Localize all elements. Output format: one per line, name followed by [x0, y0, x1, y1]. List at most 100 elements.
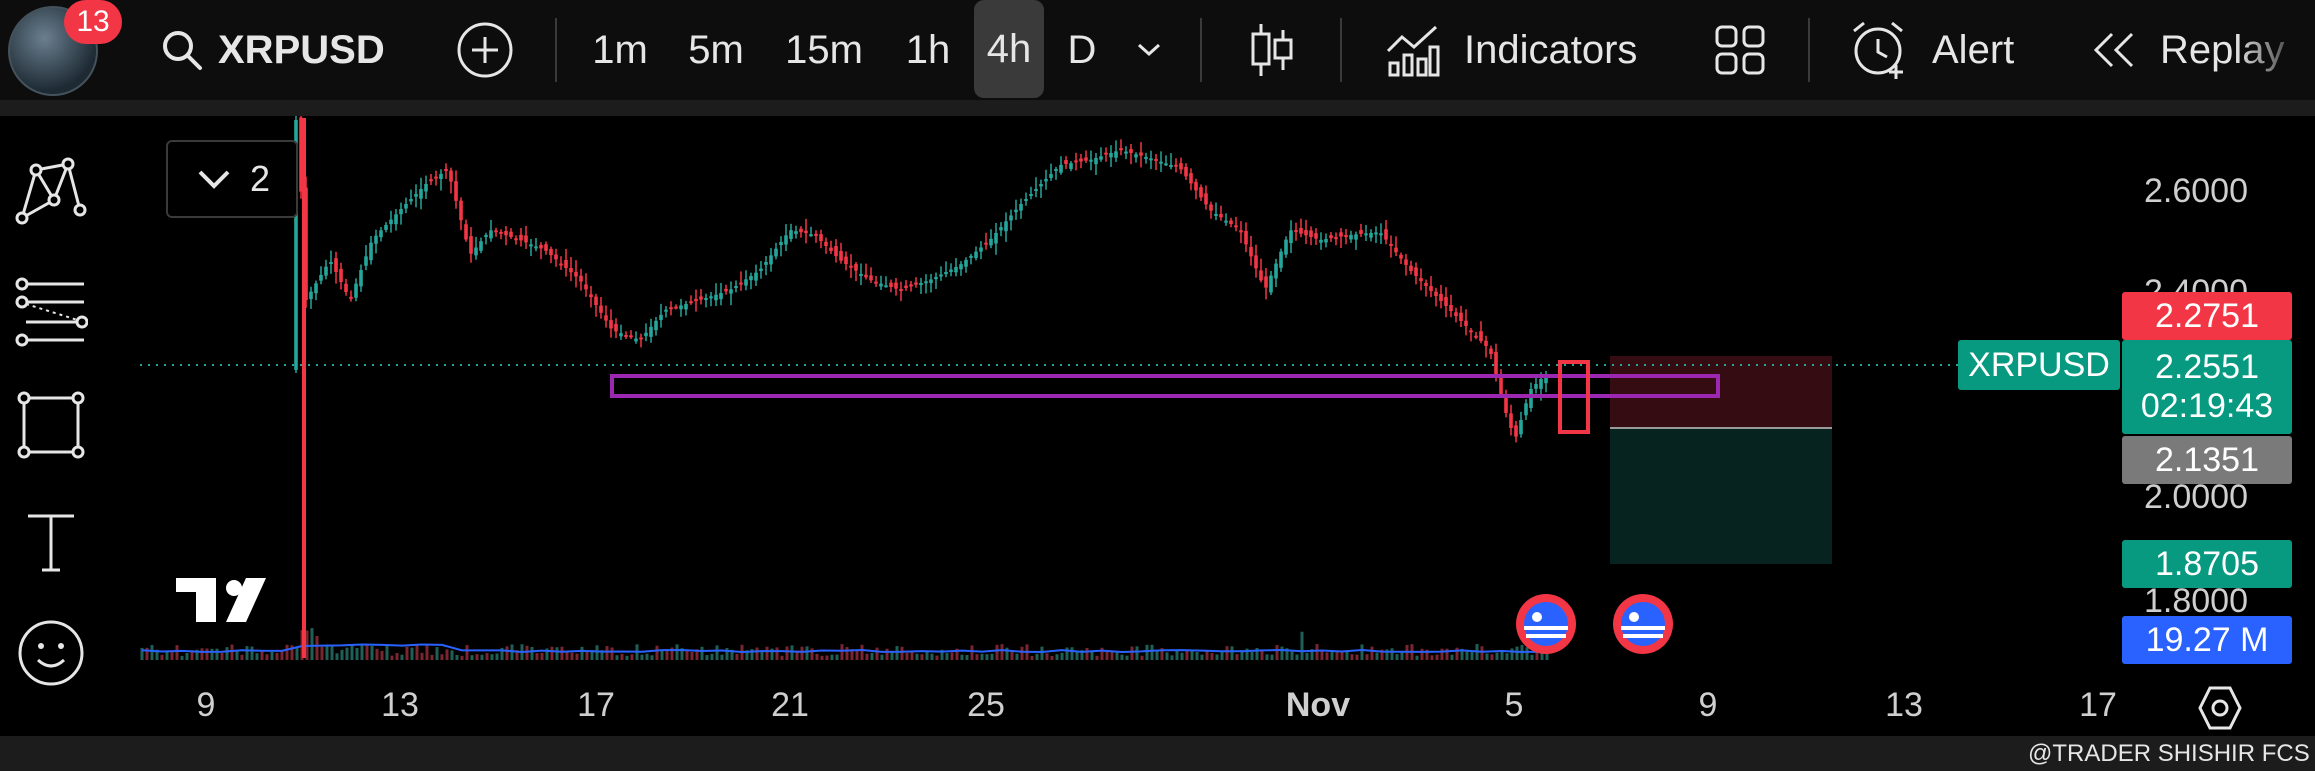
volume-bar — [1350, 654, 1354, 660]
candle-body — [1069, 163, 1073, 169]
volume-bar — [590, 649, 594, 660]
timeframe-4h[interactable]: 4h — [974, 0, 1044, 98]
fib-tool-button[interactable] — [14, 274, 89, 348]
volume-bar — [735, 653, 739, 660]
pattern-tool-button[interactable] — [14, 156, 88, 230]
timeframe-1m[interactable]: 1m — [592, 27, 648, 72]
timeframe-1h[interactable]: 1h — [905, 27, 951, 72]
volume-bar — [645, 653, 649, 660]
candle-body — [309, 291, 313, 300]
candle-body — [1454, 312, 1458, 316]
volume-bar — [410, 647, 414, 660]
shape-tool-button[interactable] — [14, 388, 88, 462]
volume-bar — [1085, 647, 1089, 660]
candle-body — [1444, 296, 1448, 306]
candle-body — [939, 274, 943, 277]
candle-body — [509, 231, 513, 237]
volume-bar — [1205, 649, 1209, 660]
icon-tool-button[interactable] — [14, 616, 88, 690]
volume-bar — [195, 649, 199, 660]
volume-bar — [425, 644, 429, 660]
time-axis-label: 17 — [577, 686, 615, 724]
layouts-button[interactable] — [1712, 0, 1768, 100]
candle-body — [1379, 233, 1383, 236]
support-zone-rectangle[interactable] — [610, 374, 1720, 398]
volume-bar — [190, 650, 194, 660]
us-event-flag-2[interactable] — [1613, 594, 1673, 654]
volume-bar — [280, 650, 284, 660]
candle-body — [1074, 160, 1078, 163]
volume-bar — [1070, 647, 1074, 660]
symbol-price-label[interactable]: XRPUSD — [1958, 340, 2120, 390]
candle-body — [539, 244, 543, 249]
candle-body — [564, 259, 568, 268]
candle-body — [1529, 389, 1533, 408]
volume-bar — [755, 647, 759, 660]
price-chart[interactable] — [138, 116, 2315, 736]
candle-body — [959, 264, 963, 270]
price-level-label: 2.6000 — [2144, 172, 2248, 210]
volume-bar — [955, 648, 959, 660]
time-axis-label: 21 — [771, 686, 809, 724]
candle-body — [1179, 163, 1183, 170]
timeframe-15m[interactable]: 15m — [785, 27, 863, 72]
candle-body — [739, 282, 743, 285]
candle-body — [1499, 373, 1503, 394]
candle-body — [1094, 158, 1098, 165]
highlight-rectangle[interactable] — [1558, 360, 1590, 434]
us-event-flag-1[interactable] — [1516, 594, 1576, 654]
timeframe-d[interactable]: D — [1067, 27, 1097, 72]
alert-button[interactable]: Alert — [1848, 0, 2028, 100]
candle-body — [1319, 239, 1323, 243]
candle-body — [1089, 159, 1093, 162]
text-icon — [28, 514, 74, 572]
timeframe-5m[interactable]: 5m — [688, 27, 744, 72]
compare-symbol-button[interactable] — [452, 0, 518, 100]
candle-body — [639, 337, 643, 340]
volume-bar — [650, 655, 654, 660]
indicators-label: Indicators — [1464, 27, 1638, 72]
volume-bar — [815, 653, 819, 660]
volume-bar — [505, 646, 509, 660]
candle-body — [794, 231, 798, 235]
volume-bar — [420, 652, 424, 660]
volume-bar — [1030, 655, 1034, 660]
candle-body — [899, 288, 903, 291]
text-tool-button[interactable] — [14, 504, 88, 578]
volume-bar — [1400, 652, 1404, 660]
toolbar-divider-strip — [0, 100, 2315, 116]
volume-bar — [325, 644, 329, 660]
volume-bar — [1390, 648, 1394, 660]
candle-body — [949, 269, 953, 272]
symbol-search-button[interactable]: XRPUSD — [160, 0, 400, 100]
candle-body — [884, 285, 888, 288]
take-profit-zone[interactable] — [1610, 428, 1832, 564]
volume-bar — [935, 655, 939, 660]
candle-body — [929, 279, 933, 284]
volume-bar — [1375, 652, 1379, 660]
notification-badge[interactable]: 13 — [64, 0, 122, 44]
volume-bar — [180, 655, 184, 660]
volume-bar — [880, 654, 884, 660]
volume-bar — [1155, 650, 1159, 660]
volume-bar — [1285, 648, 1289, 660]
indicators-button[interactable]: Indicators — [1384, 0, 1654, 100]
candle-body — [669, 307, 673, 310]
stop-loss-zone[interactable] — [1610, 356, 1832, 428]
volume-bar — [1515, 646, 1519, 660]
timeframe-dropdown[interactable] — [1124, 0, 1174, 100]
volume-bar — [830, 654, 834, 660]
alarm-clock-icon — [1853, 21, 1903, 79]
chart-settings-button[interactable] — [2196, 684, 2244, 732]
volume-bar — [550, 646, 554, 660]
volume-bar — [160, 654, 164, 660]
replay-button[interactable]: Replay — [2088, 0, 2315, 100]
candle-body — [1059, 164, 1063, 173]
chevron-down-icon — [198, 170, 230, 189]
candle-body — [1329, 235, 1333, 239]
candle-body — [1084, 157, 1088, 161]
layout-selector[interactable]: 2 — [166, 140, 298, 218]
chart-type-button[interactable] — [1240, 0, 1304, 100]
candle-body — [604, 315, 608, 321]
volume-bar — [170, 652, 174, 660]
